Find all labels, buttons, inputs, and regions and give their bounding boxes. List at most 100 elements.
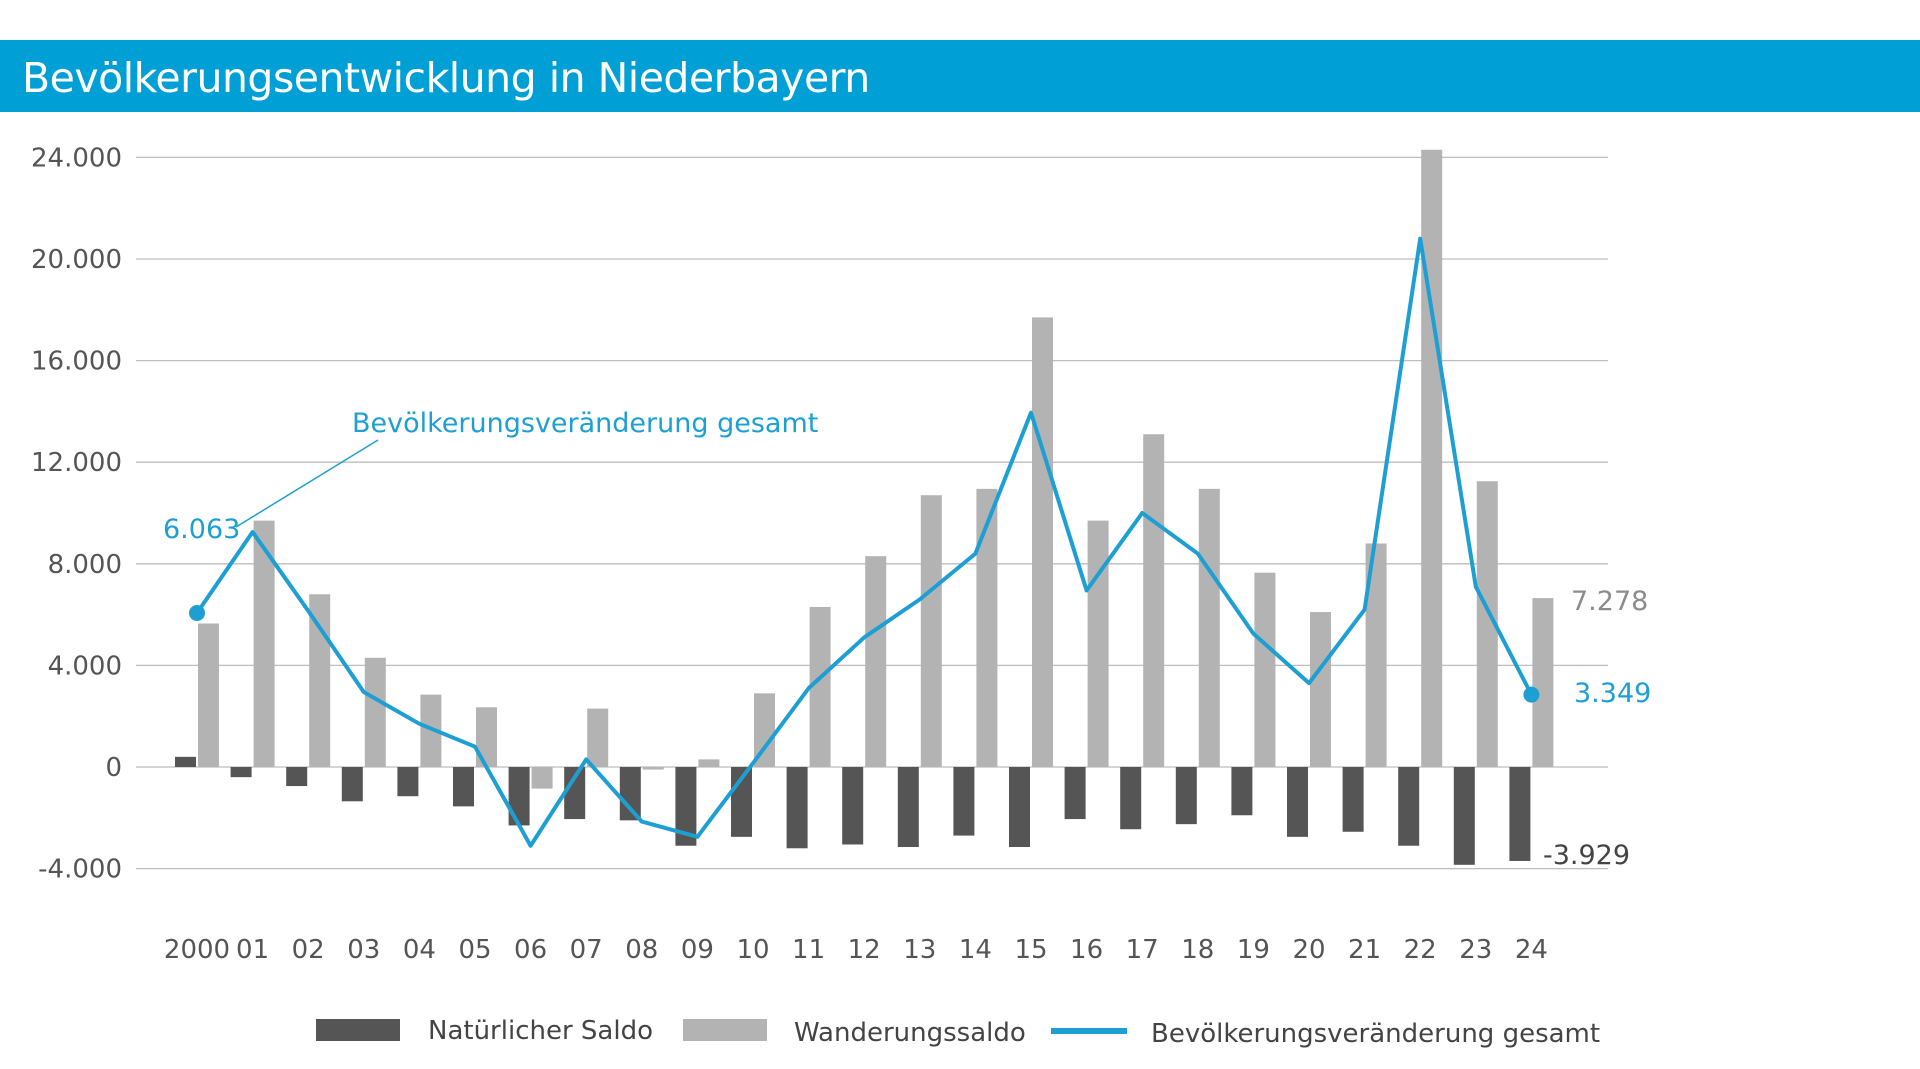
bar-natural-22 [1398, 767, 1420, 846]
end-total-label: 3.349 [1574, 678, 1651, 709]
bar-migration-2000 [198, 623, 219, 767]
x-tick-label: 19 [1237, 935, 1270, 965]
legend: Natürlicher Saldo Wanderungssaldo Bevölk… [316, 1016, 1600, 1049]
bar-migration-14 [976, 488, 998, 767]
total-change-polyline [195, 236, 1534, 848]
bar-migration-16 [1087, 520, 1109, 767]
bar-natural-03 [341, 767, 363, 802]
bar-natural-16 [1064, 767, 1086, 820]
bar-natural-12 [842, 767, 864, 845]
x-tick-label: 05 [458, 935, 491, 965]
bar-natural-04 [397, 767, 419, 797]
bar-migration-11 [809, 606, 831, 767]
x-tick-label: 23 [1459, 935, 1492, 965]
bar-natural-19 [1231, 767, 1253, 816]
bar-natural-08 [619, 767, 641, 821]
bar-natural-20 [1287, 767, 1308, 837]
bar-migration-01 [253, 520, 275, 767]
bar-migration-12 [865, 556, 887, 767]
legend-label-migration: Wanderungssaldo [794, 1018, 1026, 1048]
x-tick-label: 02 [292, 935, 325, 965]
end-natural-label: -3.929 [1543, 840, 1630, 871]
bar-natural-24 [1509, 767, 1531, 861]
page-title: Bevölkerungsentwicklung in Niederbayern [22, 54, 870, 102]
bar-migration-21 [1365, 543, 1387, 767]
y-tick-label: 16.000 [31, 347, 122, 377]
bar-natural-21 [1342, 767, 1364, 832]
legend-label-total: Bevölkerungsveränderung gesamt [1151, 1019, 1600, 1049]
x-tick-label: 18 [1181, 935, 1214, 965]
bar-migration-17 [1143, 434, 1165, 767]
annotations: Bevölkerungsveränderung gesamt 6.063 7.2… [163, 408, 1651, 871]
natural-balance-bars [175, 756, 1531, 865]
line-label-leader [235, 439, 379, 528]
bar-natural-07 [564, 767, 586, 820]
bar-natural-14 [953, 767, 975, 836]
bar-migration-22 [1421, 149, 1443, 767]
x-tick-label: 17 [1126, 935, 1159, 965]
bar-natural-09 [675, 767, 697, 846]
x-tick-label: 11 [792, 935, 825, 965]
x-tick-label: 13 [903, 935, 936, 965]
bar-migration-15 [1032, 317, 1053, 767]
bar-migration-06 [531, 767, 553, 789]
bar-natural-01 [230, 767, 252, 778]
line-start-marker [189, 604, 205, 621]
bar-migration-20 [1310, 612, 1331, 767]
legend-swatch-migration [683, 1019, 767, 1041]
x-tick-label: 22 [1404, 935, 1437, 965]
x-tick-label: 14 [959, 935, 992, 965]
x-tick-label: 01 [236, 935, 269, 965]
y-tick-label: -4.000 [38, 855, 122, 885]
y-tick-label: 20.000 [31, 245, 122, 275]
x-tick-label: 12 [848, 935, 881, 965]
x-axis-ticks: 2000 01 02 03 04 05 06 07 08 09 10 11 12 13 14 15 16 17 18… [164, 935, 1548, 965]
x-tick-label: 16 [1070, 935, 1103, 965]
bar-natural-15 [1009, 767, 1030, 848]
bar-migration-23 [1476, 481, 1498, 767]
y-tick-label: 4.000 [48, 651, 122, 681]
y-tick-label: 0 [105, 753, 122, 783]
x-tick-label: 03 [347, 935, 380, 965]
bar-migration-05 [476, 707, 497, 767]
legend-swatch-natural [316, 1019, 400, 1041]
migration-balance-bars [198, 149, 1554, 789]
x-tick-label: 21 [1348, 935, 1381, 965]
line-series-label: Bevölkerungsveränderung gesamt [352, 408, 818, 439]
bar-migration-04 [420, 694, 442, 767]
bar-natural-05 [453, 767, 474, 807]
bar-migration-03 [364, 657, 386, 767]
x-tick-label: 2000 [164, 935, 230, 965]
y-tick-label: 24.000 [31, 143, 122, 173]
x-tick-label: 06 [514, 935, 547, 965]
y-axis-ticks: 24.000 20.000 16.000 12.000 8.000 4.000 0 -4.00… [31, 143, 122, 884]
x-tick-label: 15 [1014, 935, 1047, 965]
line-end-marker [1523, 686, 1540, 703]
bar-migration-24 [1532, 598, 1554, 767]
bar-migration-10 [754, 693, 775, 767]
x-tick-label: 20 [1292, 935, 1325, 965]
bar-migration-19 [1254, 572, 1276, 767]
x-tick-label: 09 [681, 935, 714, 965]
bar-migration-09 [698, 759, 720, 767]
bar-natural-17 [1120, 767, 1142, 830]
bar-natural-02 [286, 767, 308, 787]
y-tick-label: 12.000 [31, 448, 122, 478]
x-tick-label: 08 [625, 935, 658, 965]
total-change-line [189, 236, 1540, 848]
title-bar: Bevölkerungsentwicklung in Niederbayern [0, 40, 1920, 112]
y-tick-label: 8.000 [48, 550, 122, 580]
bar-natural-06 [508, 767, 530, 826]
start-value-label: 6.063 [163, 514, 240, 545]
bar-migration-07 [587, 708, 609, 767]
bar-migration-08 [642, 767, 664, 770]
bar-natural-13 [897, 767, 919, 848]
bar-natural-18 [1175, 767, 1197, 825]
bar-migration-13 [920, 495, 942, 767]
bar-migration-18 [1198, 488, 1220, 767]
bar-natural-23 [1453, 767, 1475, 865]
x-tick-label: 07 [570, 935, 603, 965]
x-tick-label: 24 [1515, 935, 1548, 965]
end-migration-label: 7.278 [1571, 586, 1648, 617]
